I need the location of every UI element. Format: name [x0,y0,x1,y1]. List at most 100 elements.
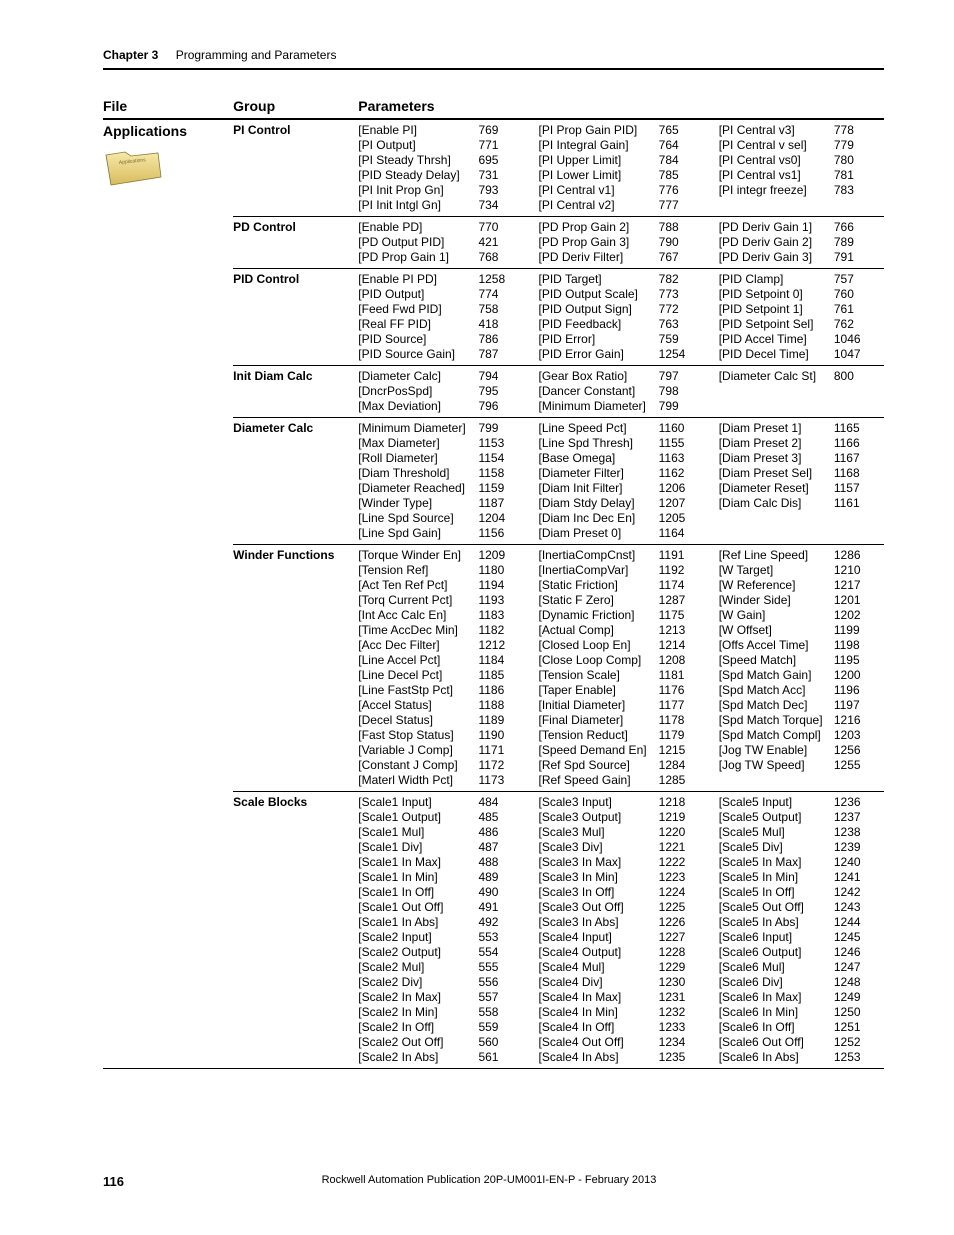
param-value: 1285 [659,773,715,788]
param-value: 1226 [659,915,715,930]
param-value: 1256 [834,743,880,758]
param-value: 1155 [659,436,715,451]
param-value: 558 [478,1005,534,1020]
param-value-col: 770421768 [478,217,538,269]
param-value-col: 769771695731793734 [478,119,538,217]
param-value: 1207 [659,496,715,511]
param-value: 1241 [834,870,880,885]
param-value: 1244 [834,915,880,930]
param-value-col: 7991153115411581159118712041156 [478,418,538,545]
param-value: 1206 [659,481,715,496]
param-name: [Winder Type] [358,496,474,511]
param-name: [Scale4 Mul] [539,960,655,975]
param-name: [PI Upper Limit] [539,153,655,168]
param-value: 1245 [834,930,880,945]
param-value: 765 [659,123,715,138]
param-value: 1258 [478,272,534,287]
param-name: [Scale1 Input] [358,795,474,810]
param-value: 1242 [834,885,880,900]
param-name: [Scale2 In Abs] [358,1050,474,1065]
param-name: [Scale1 Mul] [358,825,474,840]
param-name: [Enable PI PD] [358,272,474,287]
param-name-col: [Minimum Diameter][Max Diameter][Roll Di… [358,418,478,545]
param-value-col: 778779780781783 [834,119,884,217]
param-name: [Line Spd Thresh] [539,436,655,451]
param-value: 421 [478,235,534,250]
param-value-col: 788790767 [659,217,719,269]
param-name: [Scale3 In Max] [539,855,655,870]
param-value: 492 [478,915,534,930]
param-value-col: 1258774758418786787 [478,269,538,366]
param-value-col: 1236123712381239124012411242124312441245… [834,792,884,1069]
param-value: 793 [478,183,534,198]
param-value: 1253 [834,1050,880,1065]
param-value: 1159 [478,481,534,496]
param-name-col: [Enable PI][PI Output][PI Steady Thrsh][… [358,119,478,217]
param-value: 1209 [478,548,534,563]
param-name-col: [PI Central v3][PI Central v sel][PI Cen… [719,119,834,217]
param-value: 758 [478,302,534,317]
param-name-col: [Diam Preset 1][Diam Preset 2][Diam Pres… [719,418,834,545]
param-name: [W Reference] [719,578,830,593]
param-value-col: 11601155116311621206120712051164 [659,418,719,545]
param-value: 1215 [659,743,715,758]
param-value: 1188 [478,698,534,713]
param-value: 1213 [659,623,715,638]
param-value: 768 [478,250,534,265]
param-name: [Scale2 Out Off] [358,1035,474,1050]
param-name: [Winder Side] [719,593,830,608]
publication-line: Rockwell Automation Publication 20P-UM00… [124,1174,854,1189]
param-name: [Scale2 Mul] [358,960,474,975]
param-value: 1220 [659,825,715,840]
param-name: [Diam Threshold] [358,466,474,481]
param-name: [Scale2 Input] [358,930,474,945]
param-name-col: [PI Prop Gain PID][PI Integral Gain][PI … [539,119,659,217]
param-name: [Scale5 Out Off] [719,900,830,915]
param-value: 1243 [834,900,880,915]
param-name: [Variable J Comp] [358,743,474,758]
param-name: [PID Source] [358,332,474,347]
param-value: 1165 [834,421,880,436]
param-name: [PID Source Gain] [358,347,474,362]
param-value: 767 [659,250,715,265]
param-value-col: 800 [834,366,884,418]
param-value: 1240 [834,855,880,870]
param-name: [Scale5 In Off] [719,885,830,900]
file-cell: Applications Applications [103,119,233,1069]
param-name: [Scale1 In Off] [358,885,474,900]
param-value: 1235 [659,1050,715,1065]
col-params: Parameters [358,98,884,119]
param-name: [W Offset] [719,623,830,638]
param-value: 559 [478,1020,534,1035]
param-name: [PD Deriv Gain 3] [719,250,830,265]
param-name: [Fast Stop Status] [358,728,474,743]
param-name: [Jog TW Enable] [719,743,830,758]
param-name: [Gear Box Ratio] [539,369,655,384]
param-value: 1197 [834,698,880,713]
param-value: 791 [834,250,880,265]
param-name: [Scale5 In Min] [719,870,830,885]
param-value: 1229 [659,960,715,975]
param-name: [Scale2 In Max] [358,990,474,1005]
group-label: Diameter Calc [233,418,358,545]
param-name: [Scale1 Div] [358,840,474,855]
param-name-col: [Scale1 Input][Scale1 Output][Scale1 Mul… [358,792,478,1069]
param-name: [PI Init Prop Gn] [358,183,474,198]
param-value-col: 794795796 [478,366,538,418]
param-value: 785 [659,168,715,183]
param-name: [PD Deriv Filter] [539,250,655,265]
param-name: [Scale6 In Off] [719,1020,830,1035]
param-name: [Static F Zero] [539,593,655,608]
param-name: [Line Spd Gain] [358,526,474,541]
param-value-col: 1191119211741287117512131214120811811176… [659,545,719,792]
param-name: [PI Steady Thrsh] [358,153,474,168]
param-value: 1173 [478,773,534,788]
param-name: [Closed Loop En] [539,638,655,653]
param-value: 787 [478,347,534,362]
param-name: [Scale2 In Min] [358,1005,474,1020]
param-value: 1236 [834,795,880,810]
param-name: [Base Omega] [539,451,655,466]
param-value-col: 797798799 [659,366,719,418]
param-name: [PI Prop Gain PID] [539,123,655,138]
param-value: 1167 [834,451,880,466]
